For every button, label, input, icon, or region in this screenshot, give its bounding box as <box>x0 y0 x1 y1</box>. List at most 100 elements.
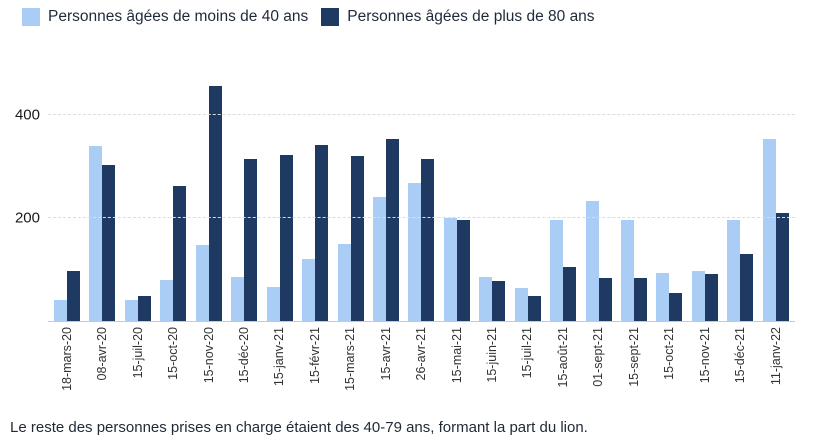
gridline-400 <box>48 113 795 115</box>
bar-group <box>89 146 116 321</box>
bar-moins-40 <box>54 300 67 321</box>
bar-group <box>124 296 151 321</box>
y-tick-label-200: 200 <box>14 209 40 227</box>
x-tick-label: 15-févr-21 <box>307 327 322 384</box>
x-tick-label: 15-oct-21 <box>662 327 677 380</box>
x-tick-label: 15-oct-20 <box>166 327 181 380</box>
x-tick-label: 15-déc-21 <box>733 327 748 384</box>
bar-moins-40 <box>656 273 670 321</box>
bar-plus-80 <box>173 186 187 321</box>
x-tick-label: 15-sept-21 <box>626 327 641 387</box>
bar-group <box>621 220 647 321</box>
legend-swatch-plus-80-icon <box>321 8 340 26</box>
bar-plus-80 <box>634 278 647 321</box>
bar-moins-40 <box>372 197 386 321</box>
bar-group <box>443 218 470 321</box>
bar-plus-80 <box>102 165 116 321</box>
x-tick-label: 08-avr-20 <box>95 327 110 381</box>
bar-group <box>54 271 80 321</box>
legend-swatch-moins-40-icon <box>22 8 40 26</box>
bar-plus-80 <box>775 213 789 321</box>
bar-group <box>479 277 506 321</box>
bar-group <box>160 186 187 321</box>
x-tick-label: 15-juin-21 <box>485 327 499 383</box>
bar-moins-40 <box>479 277 493 321</box>
bar-moins-40 <box>408 183 422 321</box>
bar-plus-80 <box>421 159 435 321</box>
bar-group <box>302 145 329 321</box>
bar-plus-80 <box>492 281 506 321</box>
gridline-200 <box>48 216 795 218</box>
bar-moins-40 <box>621 220 634 321</box>
bar-group <box>514 288 541 321</box>
legend-item-moins-40: Personnes âgées de moins de 40 ans <box>22 8 308 26</box>
bar-plus-80 <box>385 139 399 321</box>
bar-moins-40 <box>266 287 280 321</box>
bar-plus-80 <box>669 293 683 321</box>
bar-moins-40 <box>337 244 351 321</box>
bar-moins-40 <box>160 280 174 321</box>
bar-moins-40 <box>585 201 599 321</box>
x-tick-label: 11-janv-22 <box>768 327 783 386</box>
bar-moins-40 <box>550 220 564 321</box>
bar-plus-80 <box>740 254 754 321</box>
bar-plus-80 <box>315 145 329 321</box>
bar-plus-80 <box>67 271 80 321</box>
bar-moins-40 <box>124 300 138 321</box>
bar-group <box>337 156 364 321</box>
bar-groups <box>48 63 795 321</box>
bar-group <box>727 220 754 321</box>
bar-moins-40 <box>727 220 741 321</box>
bar-plus-80 <box>527 296 541 321</box>
bar-group <box>656 273 683 321</box>
bar-moins-40 <box>514 288 528 321</box>
x-axis-labels: 18-mars-20 08-avr-20 15-juil-20 15-oct-20 15… <box>48 327 795 409</box>
bar-group <box>231 159 258 321</box>
bar-moins-40 <box>231 277 245 321</box>
legend-label-moins-40: Personnes âgées de moins de 40 ans <box>48 8 309 25</box>
x-tick-label: 15-nov-21 <box>697 327 712 384</box>
bar-plus-80 <box>208 86 222 321</box>
x-tick-label: 26-avr-21 <box>414 327 429 381</box>
bar-group <box>550 220 577 321</box>
legend: Personnes âgées de moins de 40 ans Perso… <box>22 8 595 26</box>
bar-plus-80 <box>563 267 577 321</box>
x-tick-label: 15-avr-21 <box>378 327 393 381</box>
bar-plus-80 <box>704 274 718 321</box>
x-tick-label: 15-nov-20 <box>201 327 216 384</box>
bar-moins-40 <box>443 218 457 321</box>
bar-group <box>585 201 612 321</box>
caption: Le reste des personnes prises en charge … <box>10 419 588 436</box>
bar-plus-80 <box>598 278 612 321</box>
bar-moins-40 <box>691 271 705 321</box>
legend-item-plus-80: Personnes âgées de plus de 80 ans <box>321 8 595 26</box>
x-tick-label: 15-mars-21 <box>343 327 358 391</box>
bar-group <box>266 155 293 321</box>
x-tick-label: 15-juil-21 <box>520 327 535 379</box>
bar-plus-80 <box>244 159 258 321</box>
x-tick-label: 15-déc-20 <box>236 327 251 384</box>
bar-group <box>195 86 222 321</box>
x-tick-label: 01-sept-21 <box>591 327 606 387</box>
x-tick-label: 15-janv-21 <box>272 327 287 387</box>
bar-plus-80 <box>137 296 151 321</box>
plot-area <box>48 63 795 322</box>
bar-plus-80 <box>279 155 293 321</box>
bar-group <box>691 271 718 321</box>
bar-moins-40 <box>89 146 103 321</box>
y-tick-label-400: 400 <box>14 106 40 124</box>
bar-moins-40 <box>195 245 209 321</box>
bar-plus-80 <box>350 156 364 321</box>
bar-group <box>372 139 399 321</box>
bar-plus-80 <box>456 220 470 321</box>
bar-moins-40 <box>762 139 776 321</box>
bar-moins-40 <box>302 259 316 321</box>
bar-group <box>408 159 435 321</box>
x-tick-label: 18-mars-20 <box>59 327 74 391</box>
bar-group <box>762 139 789 321</box>
legend-label-plus-80: Personnes âgées de plus de 80 ans <box>347 8 595 25</box>
y-axis: 200 400 <box>0 63 42 321</box>
x-tick-label: 15-mai-21 <box>449 327 464 384</box>
x-tick-label: 15-juil-20 <box>130 327 145 379</box>
